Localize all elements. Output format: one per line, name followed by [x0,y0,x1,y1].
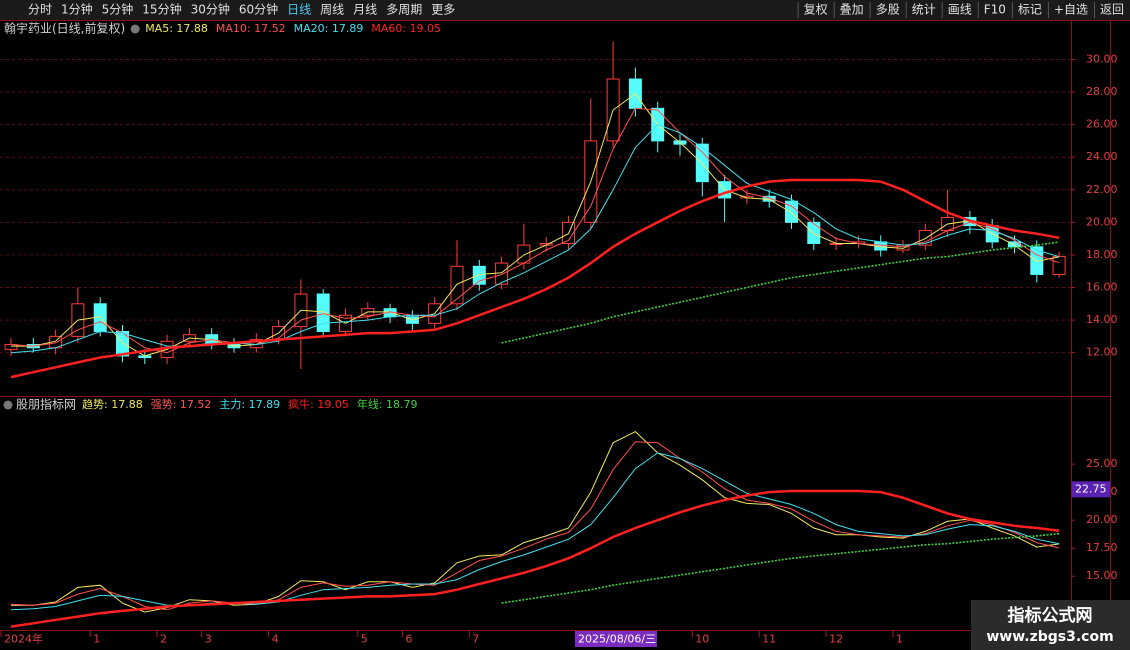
tool-button[interactable]: F10 [984,3,1006,17]
legend-entry: 强势: 17.52 [151,398,212,411]
watermark-bg [971,600,1130,650]
plot: 12.00 14.00 16.00 18.00 20.00 22.00 24.00 26.00… [0,21,1118,646]
x-tick-label: 1 [93,633,100,646]
y-tick-label: 30.00 [1086,52,1118,65]
tool-button[interactable]: +自选 [1054,3,1088,17]
series-line [10,489,1060,628]
tool-button[interactable]: 标记 [1018,3,1042,17]
pane-title: 股朋指标网 [16,397,76,412]
cursor-value-bg [1072,481,1110,498]
candle-body [807,221,821,245]
x-tick-label: 2024年 [4,632,43,646]
cursor-date-bg [575,631,657,647]
tab[interactable]: 周线 [320,3,344,17]
cursor-date: 2025/08/06/三 [578,633,656,646]
y-tick-label: 17.50 [1086,541,1118,554]
series-line [10,124,1060,354]
candle-body [695,143,709,183]
x-tick-label: 5 [361,633,368,646]
y-tick-label: 24.00 [1086,150,1118,163]
x-tick-label: 10 [695,633,709,646]
series-line [501,241,1060,344]
candle-body [316,293,330,332]
tool-button[interactable]: 复权 [804,3,828,17]
toolbar-bg [0,0,1130,20]
tab[interactable]: 15分钟 [142,2,181,17]
menu-icon [130,24,140,34]
tab[interactable]: 月线 [353,3,377,17]
y-tick-label: 18.00 [1086,248,1118,261]
tab[interactable]: 更多 [431,3,455,17]
cursor-value: 22.75 [1075,482,1107,495]
y-tick-label: 15.00 [1086,569,1118,582]
tab[interactable]: 5分钟 [102,2,134,17]
candle-body [116,330,129,357]
tool-button[interactable]: 叠加 [840,3,864,17]
legend-entry: 年线: 18.79 [357,397,418,411]
watermark: 指标公式网 [1008,605,1093,626]
tool-button[interactable]: 统计 [912,3,936,17]
series-line [10,441,1060,611]
y-tick-label: 22.00 [1086,183,1118,196]
tool-button[interactable]: 返回 [1100,3,1124,17]
series-line [501,532,1060,604]
x-tick-label: 11 [762,633,776,646]
y-tick-label: 14.00 [1086,313,1118,326]
y-tick-label: 20.00 [1086,513,1118,526]
legend-entry: MA5: 17.88 [145,22,208,35]
legend-entry: MA10: 17.52 [216,22,286,35]
x-tick-label: 3 [205,633,212,646]
series-line [10,107,1060,354]
y-tick-label: 25.00 [1086,457,1118,470]
legend-entry: 趋势: 17.88 [82,398,143,411]
candle-body [918,229,932,246]
x-tick-label: 2 [160,633,167,646]
candle-body [450,265,464,305]
legend-entry: MA60: 19.05 [371,22,441,35]
series-line [10,178,1060,379]
watermark-url: www.zbgs3.com [986,629,1113,645]
series-line [10,452,1060,611]
legend-entry: 疯牛: 19.05 [288,397,349,411]
tab[interactable]: 1分钟 [61,2,93,17]
x-tick-label: 6 [405,633,412,646]
tool-button[interactable]: 多股 [876,3,900,17]
tool-button[interactable]: 画线 [948,3,972,17]
legend-entry: MA20: 17.89 [294,22,364,35]
candle-body [1052,256,1066,275]
tab[interactable]: 30分钟 [191,2,230,17]
tab[interactable]: 多周期 [386,3,422,17]
x-tick-label: 1 [896,633,903,646]
menu-icon [3,400,13,410]
x-tick-label: 7 [472,633,479,646]
x-tick-label: 12 [829,633,843,646]
candle-body [785,200,798,223]
tab[interactable]: 日线 [287,3,311,17]
y-tick-label: 12.00 [1086,346,1118,359]
pane-title: 翰宇药业(日线,前复权) [4,21,125,36]
y-tick-label: 16.00 [1086,280,1118,293]
series-line [11,92,1060,357]
series-line [11,430,1060,613]
tab[interactable]: 60分钟 [239,2,278,17]
x-tick-label: 4 [272,633,279,646]
y-tick-label: 28.00 [1086,85,1118,98]
tab[interactable]: 分时 [28,3,52,17]
y-tick-label: 26.00 [1086,118,1118,131]
legend-entry: 主力: 17.89 [219,398,280,411]
y-tick-label: 20.00 [1086,215,1118,228]
